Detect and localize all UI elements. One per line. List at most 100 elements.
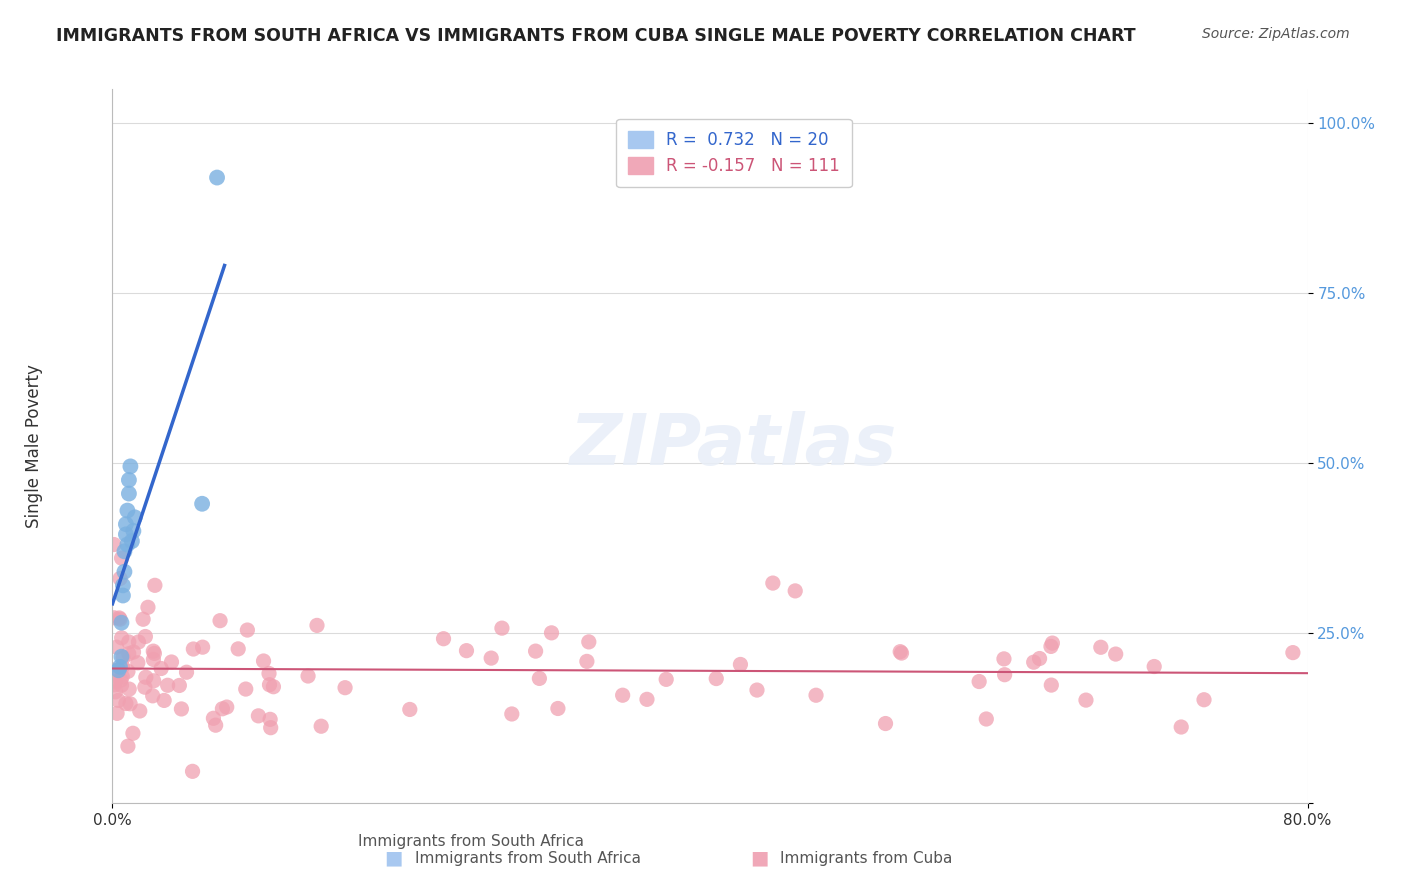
Point	[143, 646, 166, 660]
Point	[110, 673, 132, 687]
Point	[110, 678, 132, 692]
Y-axis label: Single Male Poverty: Single Male Poverty	[25, 364, 44, 528]
Point	[1039, 640, 1062, 654]
Point	[108, 611, 131, 625]
Point	[547, 701, 569, 715]
Point	[578, 635, 600, 649]
Point	[117, 665, 139, 679]
Point	[1170, 720, 1192, 734]
Point	[103, 611, 125, 625]
Point	[136, 600, 159, 615]
Point	[127, 635, 149, 649]
Text: ZIPatlas: ZIPatlas	[571, 411, 897, 481]
Point	[104, 685, 127, 699]
Point	[108, 612, 131, 626]
Point	[108, 660, 131, 674]
Point	[974, 712, 997, 726]
Point	[804, 688, 827, 702]
Point	[1282, 646, 1305, 660]
Point	[1028, 651, 1050, 665]
Point	[575, 654, 598, 668]
Point	[108, 572, 131, 586]
Point	[529, 672, 551, 686]
Point	[1040, 678, 1063, 692]
Point	[1042, 636, 1064, 650]
Point	[432, 632, 454, 646]
Point	[150, 661, 173, 675]
Point	[398, 702, 420, 716]
Point	[142, 652, 165, 666]
Point	[121, 534, 143, 549]
Point	[994, 667, 1017, 681]
Point	[1074, 693, 1097, 707]
Point	[124, 510, 146, 524]
Point	[156, 678, 179, 692]
Point	[247, 709, 270, 723]
Text: Immigrants from South Africa: Immigrants from South Africa	[415, 851, 641, 865]
Point	[153, 693, 176, 707]
Point	[491, 621, 513, 635]
Point	[636, 692, 658, 706]
Point	[120, 459, 142, 474]
Point	[257, 666, 280, 681]
Point	[160, 655, 183, 669]
Point	[181, 764, 204, 779]
Text: Source: ZipAtlas.com: Source: ZipAtlas.com	[1202, 27, 1350, 41]
Point	[103, 537, 125, 551]
Point	[211, 702, 233, 716]
Point	[170, 702, 193, 716]
Legend: R =  0.732   N = 20, R = -0.157   N = 111: R = 0.732 N = 20, R = -0.157 N = 111	[616, 119, 852, 187]
Point	[111, 589, 134, 603]
Point	[612, 688, 634, 702]
Point	[202, 711, 225, 725]
Point	[134, 630, 156, 644]
Point	[118, 635, 141, 649]
Point	[142, 644, 165, 658]
Point	[215, 700, 238, 714]
Point	[117, 503, 139, 517]
Point	[105, 640, 128, 655]
Point	[524, 644, 547, 658]
Point	[875, 716, 897, 731]
Point	[111, 659, 134, 673]
Point	[260, 721, 283, 735]
Point	[1022, 655, 1045, 669]
Point	[115, 527, 138, 541]
Point	[889, 645, 911, 659]
Point	[132, 612, 155, 626]
Text: Immigrants from South Africa: Immigrants from South Africa	[359, 834, 583, 848]
Point	[128, 704, 150, 718]
Point	[456, 643, 478, 657]
Point	[110, 551, 132, 566]
Point	[107, 693, 129, 707]
Point	[183, 642, 205, 657]
Text: IMMIGRANTS FROM SOUTH AFRICA VS IMMIGRANTS FROM CUBA SINGLE MALE POVERTY CORRELA: IMMIGRANTS FROM SOUTH AFRICA VS IMMIGRAN…	[56, 27, 1136, 45]
Text: Immigrants from Cuba: Immigrants from Cuba	[780, 851, 953, 865]
Point	[111, 631, 134, 645]
Point	[176, 665, 198, 680]
Point	[297, 669, 319, 683]
Point	[143, 578, 166, 592]
Point	[655, 673, 678, 687]
Point	[704, 672, 727, 686]
Point	[118, 647, 141, 661]
Point	[127, 656, 149, 670]
Point	[103, 678, 125, 692]
Point	[967, 674, 990, 689]
Point	[104, 674, 127, 689]
Point	[115, 517, 138, 532]
Point	[110, 615, 132, 630]
Point	[730, 657, 752, 672]
Point	[333, 681, 356, 695]
Point	[112, 650, 135, 665]
Point	[118, 486, 141, 500]
Point	[226, 641, 249, 656]
Point	[114, 565, 135, 579]
Point	[115, 697, 138, 711]
Point	[305, 618, 328, 632]
Point	[1090, 640, 1112, 655]
Point	[122, 524, 145, 538]
Point	[114, 544, 135, 558]
Point	[120, 697, 142, 711]
Point	[142, 673, 165, 688]
